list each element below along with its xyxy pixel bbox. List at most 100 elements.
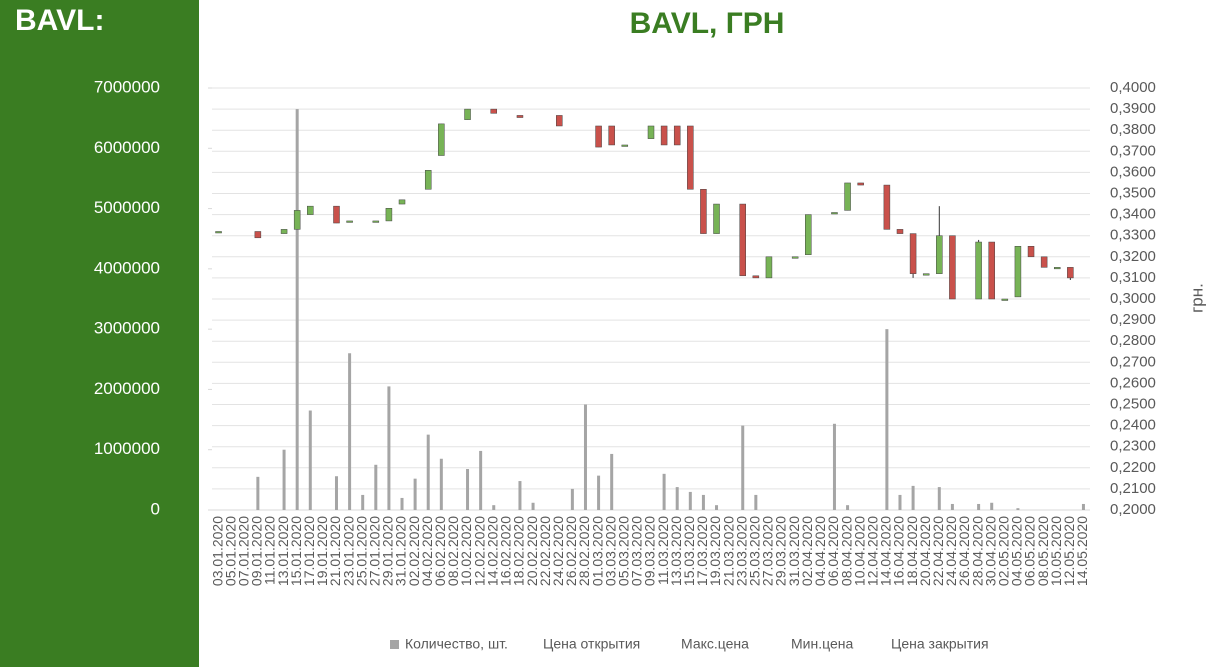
x-tick-label: 21.03.2020	[720, 516, 736, 586]
volume-bar	[348, 353, 352, 510]
y2-tick-label: 0,3200	[1110, 248, 1156, 265]
candle-body	[464, 108, 471, 120]
volume-bar	[374, 464, 378, 510]
y-tick-label: 2000000	[94, 379, 160, 398]
volume-bar	[950, 503, 954, 510]
x-tick-label: 26.04.2020	[956, 516, 972, 586]
volume-bar	[387, 386, 391, 510]
legend-label: Количество, шт.	[405, 636, 508, 652]
volume-bar	[675, 487, 679, 510]
x-tick-label: 20.02.2020	[524, 516, 540, 586]
x-tick-label: 07.01.2020	[235, 516, 251, 586]
x-tick-label: 03.01.2020	[209, 516, 225, 586]
x-tick-label: 11.01.2020	[262, 516, 278, 585]
x-tick-label: 02.02.2020	[406, 516, 422, 586]
y2-tick-label: 0,2900	[1110, 311, 1156, 328]
volume-bar	[256, 476, 260, 510]
chart-title: BAVL, ГРН	[630, 7, 785, 40]
x-tick-label: 10.04.2020	[851, 516, 867, 586]
volume-bar	[308, 410, 312, 510]
x-tick-label: 12.02.2020	[471, 516, 487, 586]
x-tick-label: 02.04.2020	[799, 516, 815, 586]
x-tick-label: 29.03.2020	[773, 516, 789, 586]
volume-bar	[295, 109, 299, 510]
x-tick-label: 22.02.2020	[537, 516, 553, 586]
y2-tick-label: 0,2500	[1110, 395, 1156, 412]
volume-bar	[361, 494, 365, 510]
y2-tick-label: 0,2400	[1110, 417, 1156, 434]
x-tick-label: 09.01.2020	[249, 516, 265, 586]
candle-body	[922, 273, 930, 276]
candle-body	[857, 182, 864, 186]
x-tick-label: 23.03.2020	[733, 516, 749, 586]
candle-body	[1067, 267, 1074, 279]
x-tick-label: 26.02.2020	[563, 516, 579, 586]
x-tick-label: 18.02.2020	[511, 516, 527, 586]
x-tick-label: 17.03.2020	[694, 516, 710, 586]
legend-label: Цена открытия	[543, 636, 640, 652]
x-tick-label: 12.05.2020	[1061, 516, 1077, 586]
x-tick-label: 19.01.2020	[314, 516, 330, 586]
x-tick-label: 04.02.2020	[419, 516, 435, 586]
volume-bar	[400, 497, 404, 510]
volume-bar	[977, 503, 981, 510]
candle-body	[1014, 246, 1022, 298]
x-tick-label: 11.03.2020	[655, 516, 671, 585]
x-tick-label: 18.04.2020	[904, 516, 920, 586]
candle-body	[438, 123, 445, 156]
y-tick-label: 3000000	[94, 319, 160, 338]
candle-body	[896, 229, 904, 234]
x-tick-label: 28.04.2020	[969, 516, 985, 586]
x-tick-label: 08.05.2020	[1035, 516, 1051, 586]
candle-body	[844, 182, 851, 211]
volume-bar	[832, 423, 836, 510]
volume-bar	[439, 458, 443, 510]
legend-label: Цена закрытия	[891, 636, 989, 652]
candle-body	[883, 184, 891, 230]
candle-body	[739, 203, 746, 277]
candle-body	[490, 108, 497, 114]
candle-body	[254, 231, 262, 239]
candle-body	[346, 220, 353, 223]
x-tick-label: 08.02.2020	[445, 516, 461, 586]
sidebar-title: BAVL:	[15, 4, 104, 37]
volume-bar	[688, 491, 692, 510]
x-tick-label: 15.03.2020	[681, 516, 697, 586]
x-tick-label: 24.02.2020	[550, 516, 566, 586]
candle-body	[280, 229, 288, 234]
x-tick-label: 21.01.2020	[327, 516, 343, 586]
x-tick-label: 24.04.2020	[943, 516, 959, 586]
volume-bar	[334, 476, 338, 510]
y2-tick-label: 0,3900	[1110, 100, 1156, 117]
x-tick-label: 22.04.2020	[930, 516, 946, 586]
x-tick-label: 02.05.2020	[996, 516, 1012, 586]
x-tick-label: 15.01.2020	[288, 516, 304, 586]
volume-bar	[701, 494, 705, 510]
x-tick-label: 09.03.2020	[642, 516, 658, 586]
candle-body	[307, 205, 314, 215]
x-tick-label: 08.04.2020	[838, 516, 854, 586]
x-tick-label: 27.01.2020	[367, 516, 383, 586]
volume-bar	[754, 494, 758, 510]
y2-tick-label: 0,3400	[1110, 206, 1156, 223]
y-tick-label: 6000000	[94, 138, 160, 157]
x-tick-label: 10.02.2020	[458, 516, 474, 586]
volume-bar	[531, 502, 535, 510]
x-tick-label: 04.04.2020	[812, 516, 828, 586]
candle-body	[975, 241, 982, 300]
x-tick-label: 20.04.2020	[917, 516, 933, 586]
candle-body	[791, 256, 799, 259]
sidebar	[0, 0, 199, 667]
volume-bar	[937, 487, 941, 510]
candle-body	[831, 212, 838, 215]
y2-tick-label: 0,2800	[1110, 332, 1156, 349]
candle-body	[700, 189, 707, 234]
candle-body	[765, 256, 773, 279]
y2-tick-label: 0,3000	[1110, 290, 1156, 307]
volume-bar	[715, 505, 719, 510]
candle-body	[516, 115, 524, 118]
candle-body	[424, 170, 432, 190]
volume-bar	[466, 469, 470, 510]
x-tick-label: 17.01.2020	[301, 516, 317, 586]
